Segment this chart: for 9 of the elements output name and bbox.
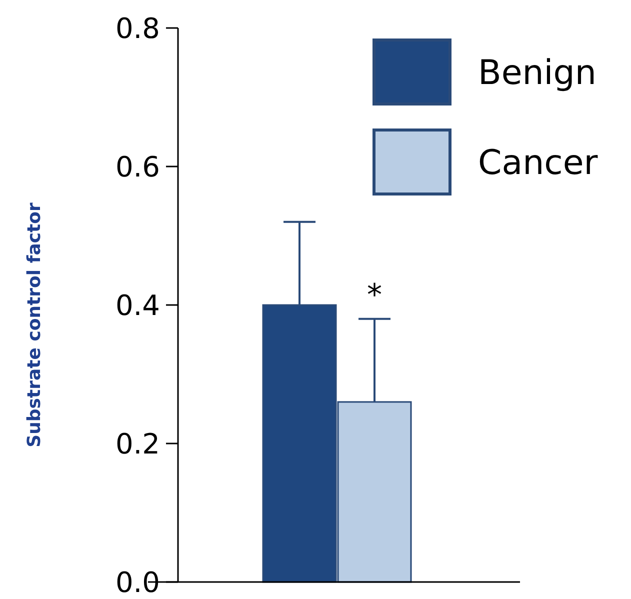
annotation: *	[367, 278, 382, 313]
legend-label: Cancer	[478, 142, 598, 183]
y-axis-title: Substrate control factor	[24, 202, 45, 448]
y-tick-label: 0.2	[115, 427, 160, 460]
y-tick-label: 0.0	[115, 566, 160, 599]
y-tick-label: 0.6	[115, 150, 160, 184]
legend-label: Benign	[478, 52, 596, 93]
y-tick-label: 0.4	[115, 288, 160, 322]
y-tick-label: 0.8	[115, 12, 160, 45]
